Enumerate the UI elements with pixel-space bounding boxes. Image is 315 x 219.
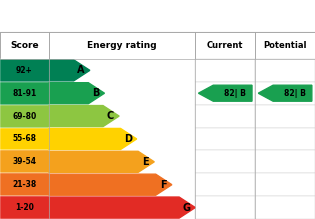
- Text: 82| B: 82| B: [224, 89, 246, 98]
- Bar: [195, 150, 255, 173]
- Text: Current: Current: [207, 41, 243, 50]
- Bar: [0, 196, 49, 219]
- Text: 1-20: 1-20: [15, 203, 34, 212]
- Polygon shape: [49, 128, 137, 150]
- Bar: [0, 150, 49, 173]
- Text: 39-54: 39-54: [12, 157, 37, 166]
- Bar: [0, 173, 49, 196]
- Text: E: E: [142, 157, 149, 167]
- Text: G: G: [182, 203, 190, 213]
- Text: 21-38: 21-38: [12, 180, 37, 189]
- Text: 69-80: 69-80: [12, 112, 37, 121]
- Polygon shape: [49, 106, 119, 127]
- Text: Energy Efficiency Rating: Energy Efficiency Rating: [8, 9, 191, 22]
- Text: C: C: [106, 111, 114, 121]
- Bar: [0, 59, 49, 82]
- Bar: [255, 82, 315, 105]
- Text: 82| B: 82| B: [284, 89, 306, 98]
- Bar: [49, 105, 195, 127]
- Text: Energy rating: Energy rating: [87, 41, 157, 50]
- Bar: [255, 32, 315, 59]
- Bar: [49, 173, 195, 196]
- Text: F: F: [160, 180, 166, 190]
- Text: Score: Score: [10, 41, 39, 50]
- Text: B: B: [92, 88, 99, 98]
- Polygon shape: [49, 197, 195, 218]
- Bar: [255, 105, 315, 127]
- Bar: [195, 32, 255, 59]
- Bar: [49, 127, 195, 150]
- Bar: [49, 59, 195, 82]
- Bar: [255, 127, 315, 150]
- Text: A: A: [77, 65, 85, 75]
- Polygon shape: [49, 151, 154, 172]
- Polygon shape: [258, 85, 312, 101]
- Bar: [195, 173, 255, 196]
- Bar: [195, 82, 255, 105]
- Bar: [255, 173, 315, 196]
- Bar: [49, 196, 195, 219]
- Bar: [49, 82, 195, 105]
- Polygon shape: [198, 85, 252, 101]
- Bar: [49, 150, 195, 173]
- Polygon shape: [49, 174, 172, 195]
- Bar: [255, 150, 315, 173]
- Bar: [0, 127, 49, 150]
- Bar: [195, 105, 255, 127]
- Bar: [0, 32, 49, 59]
- Bar: [195, 127, 255, 150]
- Bar: [0, 82, 49, 105]
- Polygon shape: [49, 83, 105, 104]
- Bar: [255, 196, 315, 219]
- Text: 55-68: 55-68: [12, 134, 37, 143]
- Bar: [0, 105, 49, 127]
- Bar: [49, 32, 195, 59]
- Bar: [255, 59, 315, 82]
- Text: 92+: 92+: [16, 66, 33, 75]
- Polygon shape: [49, 60, 90, 81]
- Bar: [195, 196, 255, 219]
- Text: 81-91: 81-91: [12, 89, 37, 98]
- Bar: [195, 59, 255, 82]
- Text: Potential: Potential: [263, 41, 307, 50]
- Text: D: D: [124, 134, 132, 144]
